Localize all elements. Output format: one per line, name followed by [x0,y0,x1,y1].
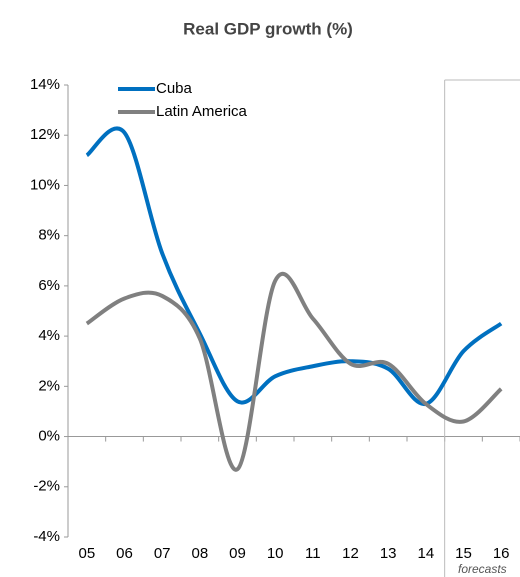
chart-title: Real GDP growth (%) [183,19,353,38]
x-tick-label: 10 [267,545,284,562]
x-tick-label: 15 [455,545,472,562]
legend-label: Cuba [156,80,193,97]
y-tick-label: 4% [38,327,60,344]
x-tick-label: 16 [493,545,510,562]
x-tick-label: 11 [305,545,321,562]
series-line [85,271,503,472]
series-line [85,126,503,406]
y-tick-label: 10% [30,176,60,193]
x-tick-label: 13 [380,545,397,562]
x-tick-label: 09 [229,545,246,562]
y-tick-label: -4% [33,528,60,545]
y-tick-label: 0% [38,428,60,445]
y-tick-label: 2% [38,377,60,394]
x-tick-label: 07 [154,545,171,562]
y-tick-label: 12% [30,126,60,143]
legend-label: Latin America [156,103,248,120]
y-tick-label: 6% [38,277,60,294]
y-tick-label: -2% [33,478,60,495]
y-tick-label: 14% [30,76,60,93]
forecast-note: forecasts [458,562,507,576]
x-tick-label: 05 [78,545,95,562]
x-tick-label: 08 [191,545,208,562]
x-tick-label: 12 [342,545,359,562]
y-tick-label: 8% [38,227,60,244]
x-tick-label: 14 [417,545,434,562]
x-tick-label: 06 [116,545,133,562]
